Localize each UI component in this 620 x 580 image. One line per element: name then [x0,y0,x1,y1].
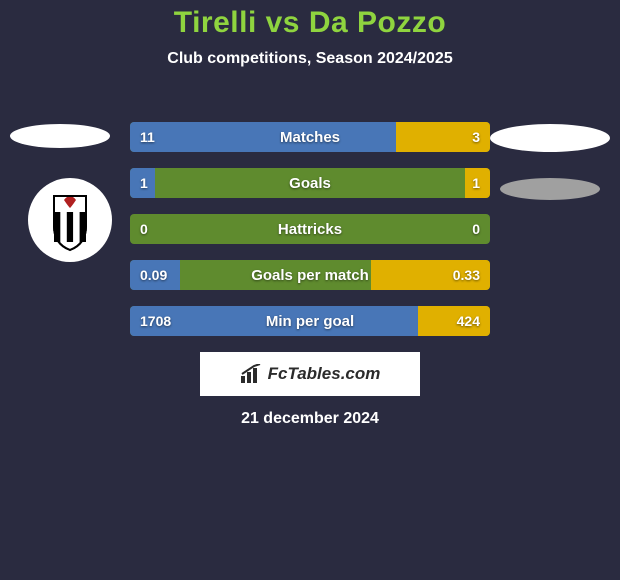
country-flag-right-placeholder [490,124,610,152]
page-title: Tirelli vs Da Pozzo [0,0,620,40]
bar-right [396,122,490,152]
stat-row: 11Goals [130,168,490,198]
club-badge-svg [28,178,112,262]
country-flag-left-placeholder [10,124,110,148]
value-left: 0 [140,214,148,244]
bar-left [130,306,418,336]
bar-right [465,168,490,198]
date-text: 21 december 2024 [0,410,620,428]
club-badge-left [28,178,112,262]
title-player2: Da Pozzo [309,6,446,39]
brand-box: FcTables.com [200,352,420,396]
stat-row: 0.090.33Goals per match [130,260,490,290]
value-right: 0 [472,214,480,244]
bar-left [130,260,180,290]
stat-row: 1708424Min per goal [130,306,490,336]
stat-row: 113Matches [130,122,490,152]
brand-text: FcTables.com [268,364,381,384]
stats-bars: 113Matches 11Goals 0 0Hattricks 0.090.33Goal… [130,122,490,352]
stat-row: 0 0Hattricks [130,214,490,244]
bar-left [130,122,396,152]
comparison-card: Tirelli vs Da Pozzo Club competitions, S… [0,0,620,580]
bar-right [418,306,490,336]
stat-label: Hattricks [130,214,490,244]
title-vs: vs [257,6,309,39]
subtitle: Club competitions, Season 2024/2025 [0,50,620,68]
club-badge-right-placeholder [500,178,600,200]
stat-label: Goals [130,168,490,198]
title-player1: Tirelli [174,6,257,39]
bar-left [130,168,155,198]
bar-right [371,260,490,290]
bars-icon [240,364,262,384]
